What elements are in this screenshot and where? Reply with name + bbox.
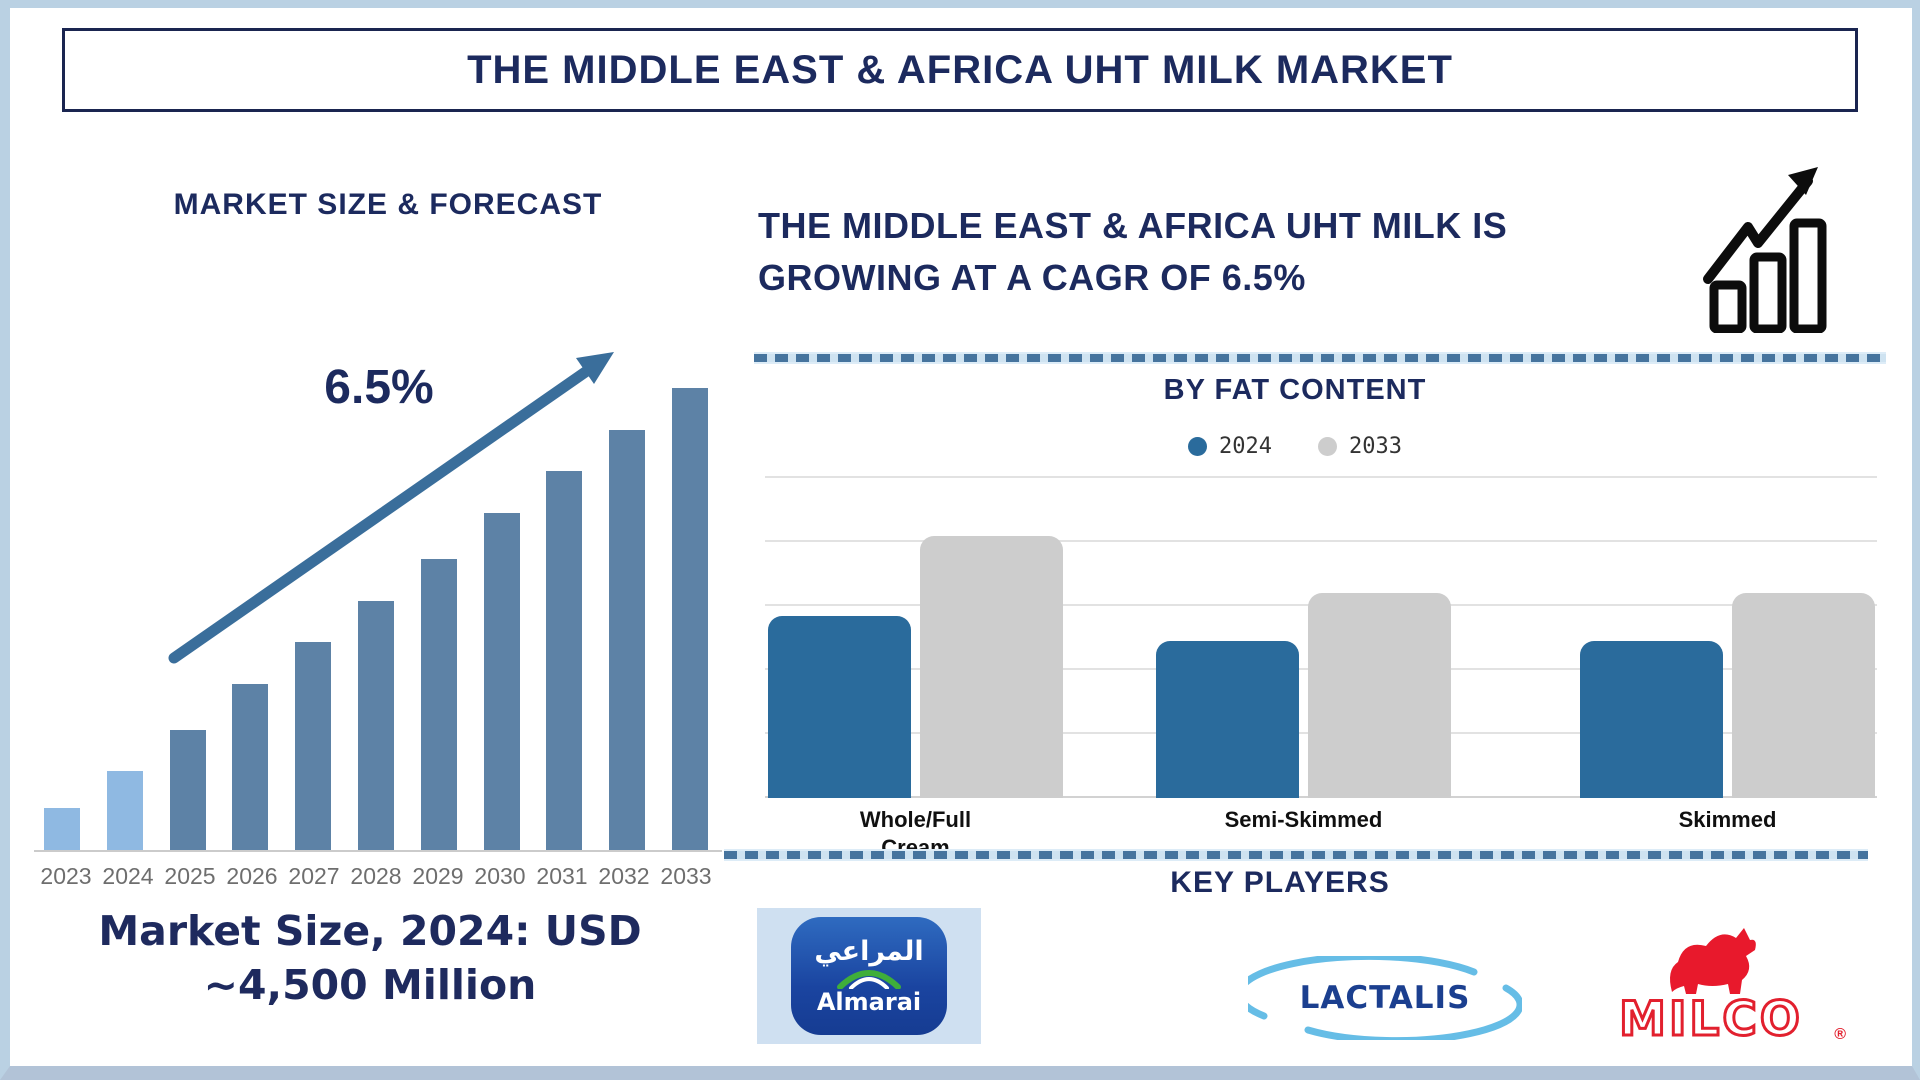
market-bar-2027 xyxy=(295,642,332,850)
fat-content-chart: Whole/Full Cream Semi-Skimmed Skimmed xyxy=(765,476,1877,860)
fat-bar-2033 xyxy=(1732,593,1875,798)
almarai-leaf-icon xyxy=(837,970,901,989)
market-bar-2026 xyxy=(232,683,269,850)
lactalis-swoosh-icon xyxy=(1248,956,1522,1040)
almarai-badge: المراعي Almarai xyxy=(791,917,947,1035)
market-bar-2033 xyxy=(671,388,708,850)
legend-item-2033: 2033 xyxy=(1318,434,1402,459)
fat-group-semi-skimmed: Semi-Skimmed xyxy=(1155,478,1452,832)
almarai-name-text: Almarai xyxy=(816,988,922,1016)
lactalis-logo: LACTALIS xyxy=(1248,956,1522,1040)
market-bar-2031 xyxy=(546,471,583,850)
year-label-2030: 2030 xyxy=(474,863,526,889)
cagr-statement-line2: GROWING AT A CAGR OF 6.5% xyxy=(758,257,1306,298)
fat-group-whole-full-cream: Whole/Full Cream xyxy=(767,478,1064,860)
fat-bars xyxy=(1579,478,1876,798)
legend-dot-2033 xyxy=(1318,437,1337,456)
year-label-2028: 2028 xyxy=(350,863,402,889)
market-bar-2028 xyxy=(357,600,394,850)
year-label-2025: 2025 xyxy=(164,863,216,889)
lactalis-name-text: LACTALIS xyxy=(1299,980,1471,1016)
milco-name-text: MILCO xyxy=(1618,991,1803,1049)
fat-bars xyxy=(1155,478,1452,798)
fat-content-legend: 2024 2033 xyxy=(1045,434,1545,459)
almarai-logo: المراعي Almarai xyxy=(757,908,981,1044)
legend-label-2024: 2024 xyxy=(1219,434,1272,459)
market-bar-2023 xyxy=(44,808,80,850)
year-label-2027: 2027 xyxy=(288,863,340,889)
fat-category-label: Semi-Skimmed xyxy=(1224,807,1383,832)
market-size-bars xyxy=(44,388,708,850)
market-bar-2029 xyxy=(420,558,457,850)
fat-content-heading: BY FAT CONTENT xyxy=(1163,374,1427,406)
market-size-note-line2: ~4,500 Million xyxy=(203,961,537,1009)
market-size-chart: 6.5% 2023 2024 2025 2026 2027 2028 2029 2030 203… xyxy=(34,334,722,898)
cagr-statement-line1: THE MIDDLE EAST & AFRICA UHT MILK IS xyxy=(758,205,1508,246)
key-players-heading: KEY PLAYERS xyxy=(1170,866,1390,899)
fat-chart-gridline xyxy=(765,540,1877,542)
year-label-2029: 2029 xyxy=(412,863,464,889)
legend-item-2024: 2024 xyxy=(1188,434,1272,459)
fat-chart-gridline xyxy=(765,476,1877,478)
fat-bar-2033 xyxy=(920,535,1063,798)
fat-category-label: Skimmed xyxy=(1678,807,1777,832)
market-size-heading: MARKET SIZE & FORECAST xyxy=(173,188,603,221)
milco-registered-mark: ® xyxy=(1834,1026,1846,1043)
market-bar-2024 xyxy=(106,771,143,850)
page-title: THE MIDDLE EAST & AFRICA UHT MILK MARKET xyxy=(467,48,1453,92)
milco-logo: MILCO ® xyxy=(1566,926,1856,1050)
year-label-2031: 2031 xyxy=(536,863,588,889)
market-size-note-line1: Market Size, 2024: USD xyxy=(98,907,642,955)
growth-arrow xyxy=(168,352,614,664)
dashed-divider-bottom xyxy=(724,849,1868,861)
year-label-2024: 2024 xyxy=(102,863,154,889)
fat-bars xyxy=(767,478,1064,798)
cagr-annotation: 6.5% xyxy=(324,361,434,414)
year-label-2026: 2026 xyxy=(226,863,278,889)
legend-label-2033: 2033 xyxy=(1349,434,1402,459)
milco-cow-icon xyxy=(1670,928,1756,994)
fat-bar-2024 xyxy=(1580,641,1723,798)
year-label-2032: 2032 xyxy=(598,863,650,889)
dashed-divider-top xyxy=(754,352,1886,364)
growth-chart-icon xyxy=(1703,167,1827,333)
year-axis-labels: 2023 2024 2025 2026 2027 2028 2029 2030 2031 2032… xyxy=(38,863,714,890)
market-bar-2025 xyxy=(169,729,206,850)
almarai-arabic-text: المراعي xyxy=(814,936,924,967)
x-axis-line xyxy=(34,850,722,852)
fat-group-skimmed: Skimmed xyxy=(1579,478,1876,832)
market-bar-2030 xyxy=(483,512,520,850)
legend-dot-2024 xyxy=(1188,437,1208,456)
market-size-note: Market Size, 2024: USD ~4,500 Million xyxy=(40,904,700,1012)
year-label-2023: 2023 xyxy=(40,863,92,889)
fat-bar-2024 xyxy=(768,615,911,798)
year-label-2033: 2033 xyxy=(660,863,712,889)
cagr-statement: THE MIDDLE EAST & AFRICA UHT MILK IS GRO… xyxy=(758,200,1708,304)
market-bar-2032 xyxy=(609,429,646,850)
fat-bar-2033 xyxy=(1308,593,1451,798)
fat-bar-2024 xyxy=(1156,641,1299,798)
page-title-box: THE MIDDLE EAST & AFRICA UHT MILK MARKET xyxy=(62,28,1858,112)
